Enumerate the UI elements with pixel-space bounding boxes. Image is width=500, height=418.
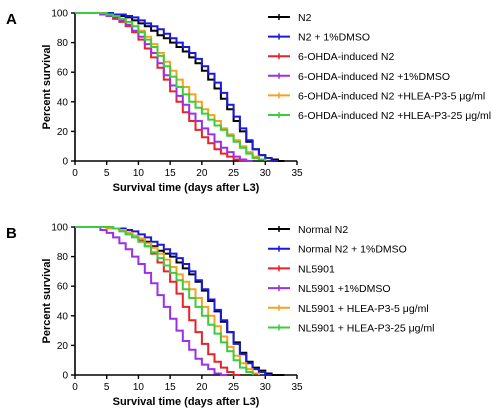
legend-label: N2 + 1%DMSO <box>298 32 370 44</box>
x-tick-label: 15 <box>165 382 177 393</box>
x-tick-label: 10 <box>133 382 145 393</box>
x-axis-title: Survival time (days after L3) <box>113 396 260 408</box>
survival-curve-6 <box>75 12 267 161</box>
y-tick-label: 80 <box>57 38 69 49</box>
x-tick-label: 20 <box>196 168 208 179</box>
legend-label: N2 <box>298 12 312 24</box>
legend-label: Normal N2 <box>298 224 348 236</box>
x-tick-label: 5 <box>104 382 110 393</box>
legend-label: 6-OHDA-induced N2 <box>298 51 394 63</box>
legend-label: 6-OHDA-induced N2 +1%DMSO <box>298 71 450 83</box>
survival-curve-4 <box>75 226 228 376</box>
y-axis-title: Percent survival <box>41 45 53 130</box>
y-tick-label: 0 <box>62 157 68 168</box>
x-axis-title: Survival time (days after L3) <box>113 182 260 194</box>
x-tick-label: 30 <box>260 382 272 393</box>
x-tick-label: 25 <box>228 382 240 393</box>
y-tick-label: 60 <box>57 282 69 293</box>
x-tick-label: 20 <box>196 382 208 393</box>
x-tick-label: 10 <box>133 168 145 179</box>
survival-curve-6 <box>75 226 254 375</box>
panel-label: B <box>6 225 17 242</box>
y-tick-label: 80 <box>57 252 69 263</box>
legend-label: NL5901 <box>298 263 335 275</box>
y-tick-label: 0 <box>62 371 68 382</box>
survival-curve-2 <box>75 226 272 376</box>
legend-label: 6-OHDA-induced N2 +HLEA-P3-5 μg/ml <box>298 90 485 102</box>
panel-a: A 0 5 10 15 20 25 30 35 0 20 40 60 80 100 Survival time… <box>6 9 491 195</box>
x-tick-label: 0 <box>72 382 78 393</box>
panel-b: B 0 5 10 15 20 25 30 35 0 20 40 60 80 100 Survival time… <box>6 223 435 409</box>
survival-curve-4 <box>75 12 253 162</box>
legend-label: NL5901 + HLEA-P3-25 μg/ml <box>298 323 435 335</box>
y-tick-label: 20 <box>57 127 69 138</box>
x-tick-label: 30 <box>260 168 272 179</box>
legend-label: 6-OHDA-induced N2 +HLEA-P3-25 μg/ml <box>298 110 491 122</box>
x-tick-label: 15 <box>165 168 177 179</box>
survival-curve-1 <box>75 226 285 376</box>
survival-curve-2 <box>75 12 278 162</box>
y-axis-title: Percent survival <box>41 259 53 344</box>
y-tick-label: 40 <box>57 311 69 322</box>
y-tick-label: 60 <box>57 68 69 79</box>
y-tick-label: 20 <box>57 341 69 352</box>
legend-label: NL5901 +1%DMSO <box>298 283 391 295</box>
x-tick-label: 35 <box>291 168 303 179</box>
panel-label: A <box>6 11 17 28</box>
x-tick-label: 0 <box>72 168 78 179</box>
x-tick-label: 5 <box>104 168 110 179</box>
y-tick-label: 100 <box>51 223 68 234</box>
x-tick-label: 25 <box>228 168 240 179</box>
y-tick-label: 100 <box>51 9 68 20</box>
x-tick-label: 35 <box>291 382 303 393</box>
y-tick-label: 40 <box>57 97 69 108</box>
legend-label: Normal N2 + 1%DMSO <box>298 244 407 256</box>
legend-label: NL5901 + HLEA-P3-5 μg/ml <box>298 303 429 315</box>
